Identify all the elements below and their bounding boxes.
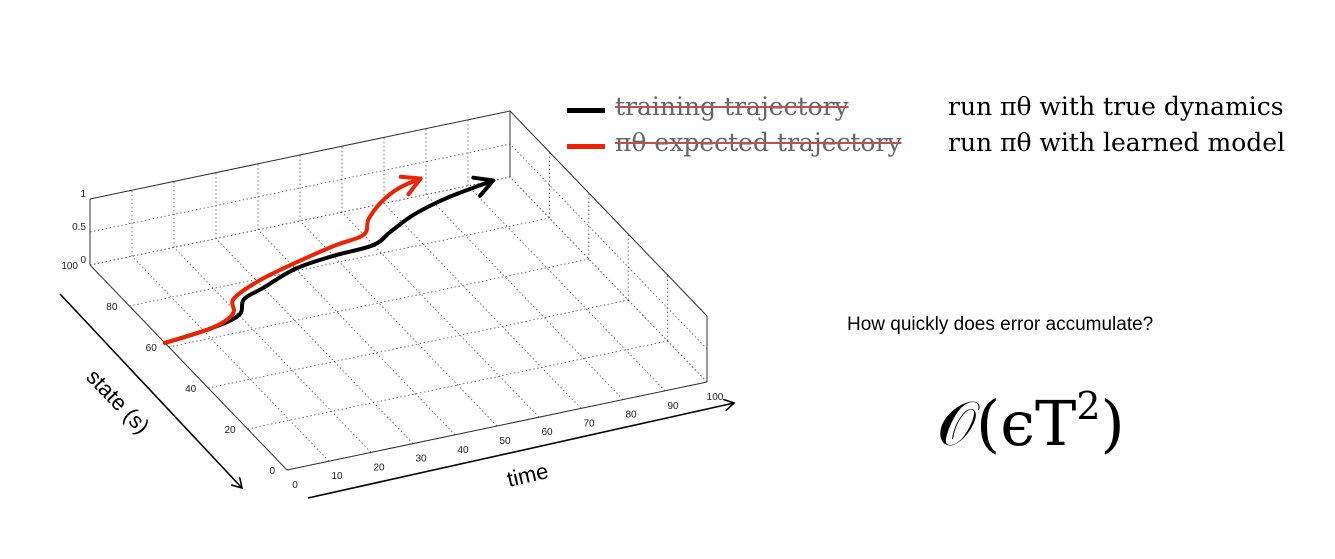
legend-label-expected: πθ expected trajectory [615, 128, 902, 157]
z-tick-label: 0.5 [72, 222, 86, 233]
floor-grid-line [383, 203, 582, 409]
formula-exponent: 2 [1076, 384, 1101, 428]
note-true-dynamics: run πθ with true dynamics [948, 92, 1284, 121]
time-tick-label: 10 [331, 471, 343, 482]
box-edge [286, 381, 708, 471]
training-trajectory-arrowhead [471, 175, 496, 198]
question-text: How quickly does error accumulate? [847, 314, 1154, 335]
time-tick-label: 50 [499, 436, 511, 447]
state-tick-label: 80 [106, 302, 118, 313]
expected-trajectory-arrowhead [398, 174, 423, 197]
floor-grid-line [467, 185, 666, 392]
trajectory-3d-plot: 010203040506070809010002040608010000.51 … [59, 110, 760, 499]
floor-grid-line [129, 217, 550, 307]
floor-grid-line [173, 247, 372, 453]
floor-grid-line [341, 211, 540, 418]
state-tick-label: 0 [269, 466, 275, 477]
legend-label-training: training trajectory [615, 92, 849, 121]
time-axis-label: time [505, 458, 551, 492]
time-tick-label: 60 [541, 427, 553, 438]
time-tick-label: 20 [373, 462, 385, 473]
time-tick-label: 40 [457, 445, 469, 456]
error-formula: 𝒪(ϵT2) [937, 384, 1125, 461]
state-tick-label: 20 [224, 425, 236, 436]
side-wall-grid-line [509, 143, 708, 350]
state-axis-arrow [59, 293, 242, 488]
time-tick-label: 0 [292, 480, 298, 491]
z-tick-label: 0 [80, 255, 86, 266]
expected-trajectory-line [162, 176, 423, 345]
z-tick-label: 1 [80, 189, 86, 200]
floor-grid-line [215, 238, 414, 444]
formula-main: 𝒪(ϵT [937, 387, 1077, 460]
time-tick-label: 30 [415, 454, 427, 465]
floor-grid-line [257, 229, 456, 436]
box-edge [89, 110, 511, 200]
legend-swatch-black [567, 108, 605, 113]
side-wall-grid-line [509, 176, 708, 383]
legend-swatch-red [567, 144, 605, 149]
state-tick-label: 100 [61, 261, 78, 272]
time-axis-arrow [307, 403, 734, 499]
training-trajectory-line [162, 178, 496, 345]
state-tick-label: 60 [146, 343, 158, 354]
floor-grid-line [131, 255, 330, 462]
time-tick-label: 70 [583, 418, 595, 429]
time-tick-label: 100 [707, 392, 724, 403]
floor-grid-line [208, 299, 629, 389]
floor-grid-line [509, 176, 708, 383]
floor-grid-line [425, 194, 624, 400]
state-tick-label: 40 [185, 384, 197, 395]
state-axis-label: state (s) [81, 364, 154, 439]
box-edge [89, 264, 288, 471]
note-learned-model: run πθ with learned model [948, 128, 1286, 157]
time-tick-label: 90 [667, 401, 679, 412]
time-tick-label: 80 [625, 410, 637, 421]
floor-grid-line [299, 220, 498, 427]
box-edge [509, 110, 708, 317]
formula-close: ) [1100, 387, 1125, 460]
